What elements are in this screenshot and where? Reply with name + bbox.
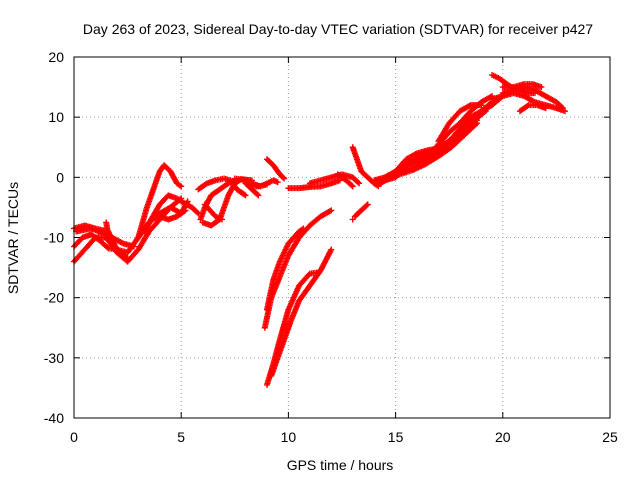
y-tick-label: -10 (44, 230, 64, 246)
data-series (392, 145, 442, 175)
data-point (487, 100, 494, 107)
data-point (559, 105, 566, 112)
data-point (123, 254, 130, 261)
data-series (201, 201, 225, 223)
data-point (363, 202, 370, 209)
data-point (194, 209, 201, 216)
data-point (355, 179, 362, 186)
data-series (435, 102, 485, 145)
data-points (71, 72, 568, 388)
x-axis-label: GPS time / hours (287, 457, 394, 473)
x-tick-label: 0 (70, 429, 78, 445)
data-series (516, 102, 549, 115)
data-point (178, 183, 185, 190)
data-point (182, 207, 189, 214)
data-point (242, 192, 249, 199)
chart-title: Day 263 of 2023, Sidereal Day-to-day VTE… (83, 21, 593, 37)
data-point (274, 179, 281, 186)
x-tick-label: 5 (177, 429, 185, 445)
data-point (281, 175, 288, 182)
data-point (531, 90, 538, 97)
y-tick-label: 20 (48, 49, 64, 65)
x-tick-label: 25 (602, 429, 618, 445)
data-series (197, 177, 238, 223)
data-point (356, 180, 363, 187)
data-series (285, 177, 343, 192)
data-point (124, 255, 131, 262)
x-tick-label: 20 (495, 429, 511, 445)
data-point (558, 104, 565, 111)
data-point (328, 207, 335, 214)
data-series (499, 81, 545, 91)
data-series (103, 219, 116, 250)
data-series (349, 144, 382, 190)
data-series (435, 117, 481, 157)
data-series (135, 162, 185, 241)
data-point (254, 191, 261, 198)
data-series (246, 181, 270, 190)
data-point (241, 191, 248, 198)
data-point (109, 243, 116, 250)
data-point (348, 182, 355, 189)
y-tick-label: -30 (44, 350, 64, 366)
y-axis-label: SDTVAR / TECUs (5, 182, 21, 294)
data-point (561, 108, 568, 115)
data-series (306, 171, 363, 187)
y-tick-label: 10 (48, 109, 64, 125)
data-series (349, 216, 356, 223)
data-series (148, 207, 189, 223)
data-series (351, 201, 371, 220)
data-series (268, 246, 335, 379)
x-tick-label: 10 (281, 429, 297, 445)
data-point (328, 246, 335, 253)
data-point (538, 84, 545, 91)
data-point (524, 102, 531, 109)
y-tick-label: 0 (56, 169, 64, 185)
data-point (255, 192, 262, 199)
data-point (263, 181, 270, 188)
data-point (474, 117, 481, 124)
data-series (141, 192, 202, 235)
data-point (181, 208, 188, 215)
data-series (334, 171, 356, 190)
data-point (364, 201, 371, 208)
data-point (300, 225, 307, 232)
data-point (280, 174, 287, 181)
y-tick-label: -40 (44, 410, 64, 426)
data-point (349, 183, 356, 190)
data-point (542, 105, 549, 112)
data-point (349, 216, 356, 223)
x-tick-label: 15 (388, 429, 404, 445)
axis-ticks: 0 5 10 15 20 25 -40 -30 -20 -10 0 10 20 (44, 49, 618, 445)
data-series (71, 231, 131, 262)
data-point (218, 216, 225, 223)
data-series (263, 225, 307, 313)
grid-lines (74, 57, 610, 418)
data-series (263, 156, 288, 182)
data-point (478, 102, 485, 109)
data-point (131, 243, 138, 250)
y-tick-label: -20 (44, 290, 64, 306)
